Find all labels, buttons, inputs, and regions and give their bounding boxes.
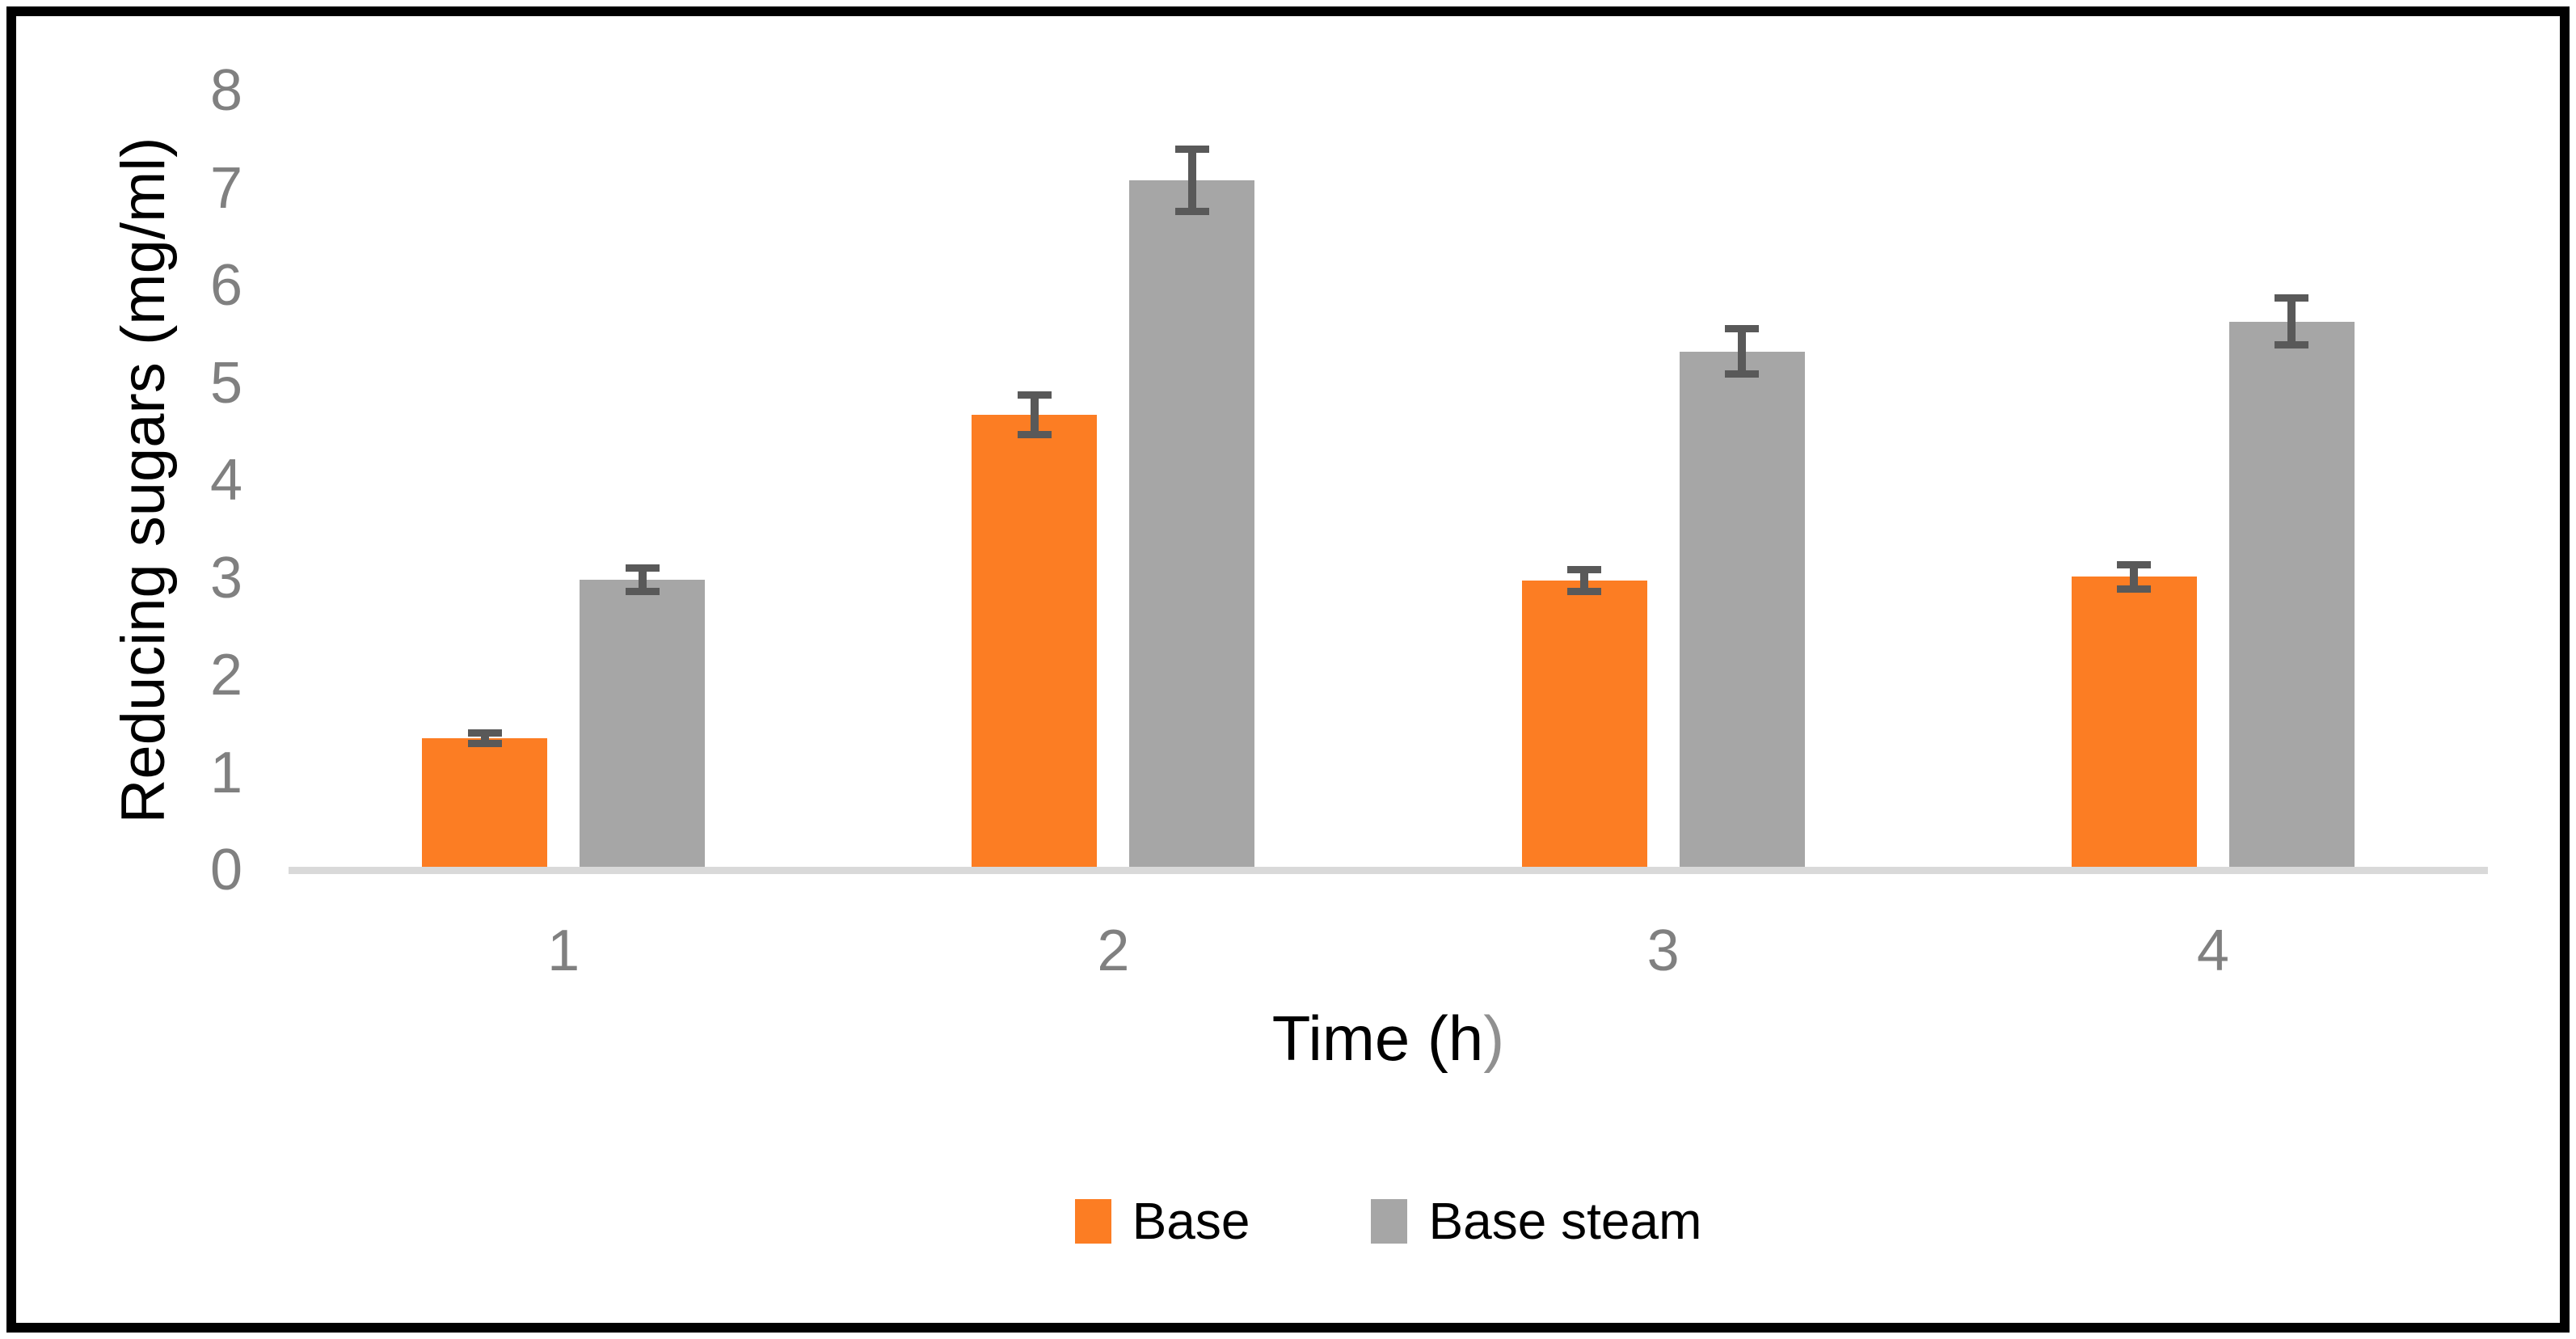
y-tick-label: 3 (209, 545, 242, 610)
y-tick-label: 6 (209, 253, 242, 318)
bar-base-steam-2 (1129, 145, 1255, 870)
error-bar-line (638, 564, 647, 596)
error-bar-line (1738, 325, 1747, 378)
error-bar-cap-top (2275, 294, 2309, 302)
y-tick-label: 2 (209, 643, 242, 708)
bar-group-1 (289, 91, 838, 870)
error-bar-cap-bottom (1567, 588, 1602, 596)
legend-item-base: Base (1074, 1192, 1250, 1250)
bar-group-4 (1938, 91, 2488, 870)
error-bar (1174, 145, 1209, 216)
error-bar-cap-top (1017, 391, 1052, 399)
error-bar-cap-bottom (467, 740, 502, 748)
error-bar-cap-bottom (1174, 208, 1209, 216)
x-axis-title-text: Time (h (1271, 1003, 1484, 1074)
error-bar-cap-top (1567, 566, 1602, 574)
error-bar (1725, 325, 1760, 378)
error-bar-line (480, 729, 489, 748)
error-bar-line (2130, 561, 2139, 593)
error-bar-cap-top (467, 729, 502, 737)
legend-label: Base steam (1428, 1192, 1702, 1250)
error-bar-cap-top (1725, 325, 1760, 333)
error-bar (1567, 566, 1602, 596)
error-bar (625, 564, 660, 596)
legend-swatch (1371, 1198, 1408, 1244)
error-bar-cap-bottom (2117, 585, 2152, 593)
error-bar (2117, 561, 2152, 593)
x-tick-label-1: 1 (547, 919, 580, 983)
y-tick-label: 4 (209, 448, 242, 513)
error-bar-cap-top (625, 564, 660, 572)
x-tick-label-4: 4 (2196, 919, 2229, 983)
x-tick-label-2: 2 (1097, 919, 1130, 983)
error-bar-cap-bottom (2275, 341, 2309, 349)
y-tick-label: 0 (209, 838, 242, 902)
bar-group-2 (838, 91, 1388, 870)
error-bar-cap-top (2117, 561, 2152, 569)
legend-swatch (1074, 1198, 1111, 1244)
bar-base-steam-4 (2228, 294, 2355, 870)
x-axis-title: Time (h) (289, 1003, 2488, 1074)
bar-base-3 (1521, 566, 1647, 870)
plot-area (289, 91, 2488, 870)
y-tick-label: 8 (209, 58, 242, 123)
error-bar-cap-bottom (625, 588, 660, 596)
bar-base-steam-1 (580, 564, 706, 870)
legend: Base Base steam (289, 1195, 2488, 1247)
bar-base-4 (2071, 561, 2197, 870)
error-bar-line (1580, 566, 1589, 596)
error-bar (467, 729, 502, 748)
error-bar (2275, 294, 2309, 349)
error-bar-cap-bottom (1725, 370, 1760, 378)
x-tick-label-3: 3 (1646, 919, 1680, 983)
x-axis-title-paren: ) (1483, 1003, 1505, 1074)
y-tick-label: 5 (209, 350, 242, 416)
x-axis: 1 2 3 4 (289, 922, 2488, 980)
y-tick-label: 7 (209, 155, 242, 221)
legend-label: Base (1132, 1192, 1250, 1250)
y-axis: 0 1 2 3 4 5 6 7 8 (0, 61, 242, 899)
legend-item-base-steam: Base steam (1371, 1195, 1701, 1247)
bar-base-steam-3 (1679, 325, 1805, 870)
error-bar-cap-top (1174, 145, 1209, 153)
bar-group-3 (1389, 91, 1938, 870)
x-axis-line (289, 867, 2488, 874)
error-bar-cap-bottom (1017, 431, 1052, 439)
error-bar-line (1187, 145, 1196, 216)
error-bar-line (1030, 391, 1039, 439)
y-tick-label: 1 (209, 740, 242, 805)
bar-base-1 (422, 729, 548, 870)
error-bar (1017, 391, 1052, 439)
bar-base-2 (972, 391, 1098, 870)
error-bar-line (2287, 294, 2296, 349)
